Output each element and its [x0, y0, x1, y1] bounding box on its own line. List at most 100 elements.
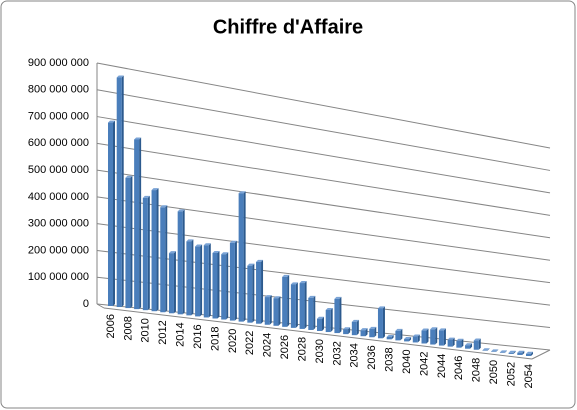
bar [491, 349, 499, 352]
grid-line [96, 196, 551, 261]
bar-top [229, 240, 237, 243]
x-tick-label: 2032 [331, 341, 343, 365]
bar-top [508, 350, 516, 353]
bar-face [456, 340, 462, 348]
grid-line [96, 169, 551, 239]
bar [160, 205, 168, 313]
bar-top [377, 306, 385, 309]
bar-side [226, 252, 229, 320]
x-tick-label: 2034 [349, 343, 361, 367]
x-tick-label: 2030 [314, 339, 326, 363]
bar-face [247, 265, 253, 323]
x-tick-label: 2026 [279, 335, 291, 359]
bar-face [229, 242, 235, 321]
bar-side [356, 319, 359, 336]
bar-top [465, 343, 473, 346]
bar-top [168, 251, 176, 254]
bar-top [526, 351, 533, 354]
bar-top [317, 316, 324, 319]
bar-top [186, 239, 194, 242]
bar-face [404, 339, 410, 342]
bar-face [482, 350, 488, 351]
grid-line [96, 62, 551, 149]
x-tick-label: 2052 [505, 362, 517, 386]
bar-face [334, 298, 340, 334]
bar-top [499, 350, 507, 353]
bar-top [177, 209, 185, 212]
bar [360, 328, 368, 337]
x-tick-label: 2006 [105, 314, 117, 338]
bar-top [264, 295, 272, 298]
y-tick-label: 200 000 000 [28, 244, 89, 256]
bar-side [452, 337, 455, 347]
bar [195, 244, 203, 317]
bar-top [108, 120, 115, 123]
bar-side [295, 282, 298, 328]
bar [264, 295, 272, 325]
bar-top [421, 328, 429, 331]
bar-top [273, 296, 281, 299]
bar-side [513, 350, 516, 354]
bar-face [108, 122, 113, 306]
y-tick-label: 700 000 000 [28, 110, 89, 122]
bar-side [113, 120, 115, 306]
bar-face [369, 328, 375, 338]
bar-face [360, 330, 366, 337]
bar [203, 243, 211, 318]
bar-top [160, 205, 168, 208]
bar-top [203, 243, 211, 246]
bar [430, 327, 438, 345]
bar-side [382, 306, 385, 339]
bar [229, 240, 237, 321]
bar-face [212, 252, 218, 319]
bar [142, 195, 150, 311]
x-tick-label: 2018 [209, 327, 221, 351]
bar-top [212, 250, 220, 253]
x-tick-label: 2038 [384, 347, 396, 371]
bar-face [377, 308, 383, 339]
bar-face [508, 352, 514, 354]
bar-face [203, 245, 209, 318]
bar-top [517, 350, 525, 353]
bar-top [221, 252, 229, 255]
bar-side [487, 348, 490, 351]
bar-side [261, 259, 264, 324]
bar-side [417, 334, 420, 343]
bar [343, 327, 351, 335]
bar [108, 120, 115, 306]
bar-top [325, 307, 333, 310]
bar-top [290, 282, 298, 285]
bar [386, 334, 394, 340]
bar-face [142, 197, 148, 311]
bar-face [186, 241, 192, 316]
bar-face [412, 336, 418, 343]
bar [473, 338, 481, 350]
bar-top [238, 191, 246, 194]
bar-face [256, 261, 262, 324]
bar-side [322, 316, 324, 331]
x-tick-label: 2028 [296, 337, 308, 361]
bar [421, 328, 429, 344]
bar [499, 350, 507, 353]
bar-side [217, 250, 220, 319]
x-tick-label: 2020 [227, 329, 239, 353]
bar-side [182, 209, 185, 315]
x-tick-label: 2016 [192, 324, 204, 348]
bar-top [151, 188, 159, 191]
bar-top [491, 349, 499, 352]
bar-face [343, 329, 349, 335]
bar [404, 337, 412, 342]
bar-face [282, 276, 288, 327]
bar [369, 326, 377, 338]
x-tick-label: 2054 [523, 364, 535, 388]
floor-edge [531, 349, 551, 360]
bar [238, 191, 246, 322]
bar-side [374, 326, 377, 338]
bar-face [499, 352, 505, 353]
x-tick-label: 2050 [488, 360, 500, 384]
bar-face [151, 190, 157, 312]
bar-side [470, 343, 473, 349]
bar-face [125, 177, 131, 309]
bar-side [200, 244, 203, 317]
bar-face [325, 309, 331, 333]
